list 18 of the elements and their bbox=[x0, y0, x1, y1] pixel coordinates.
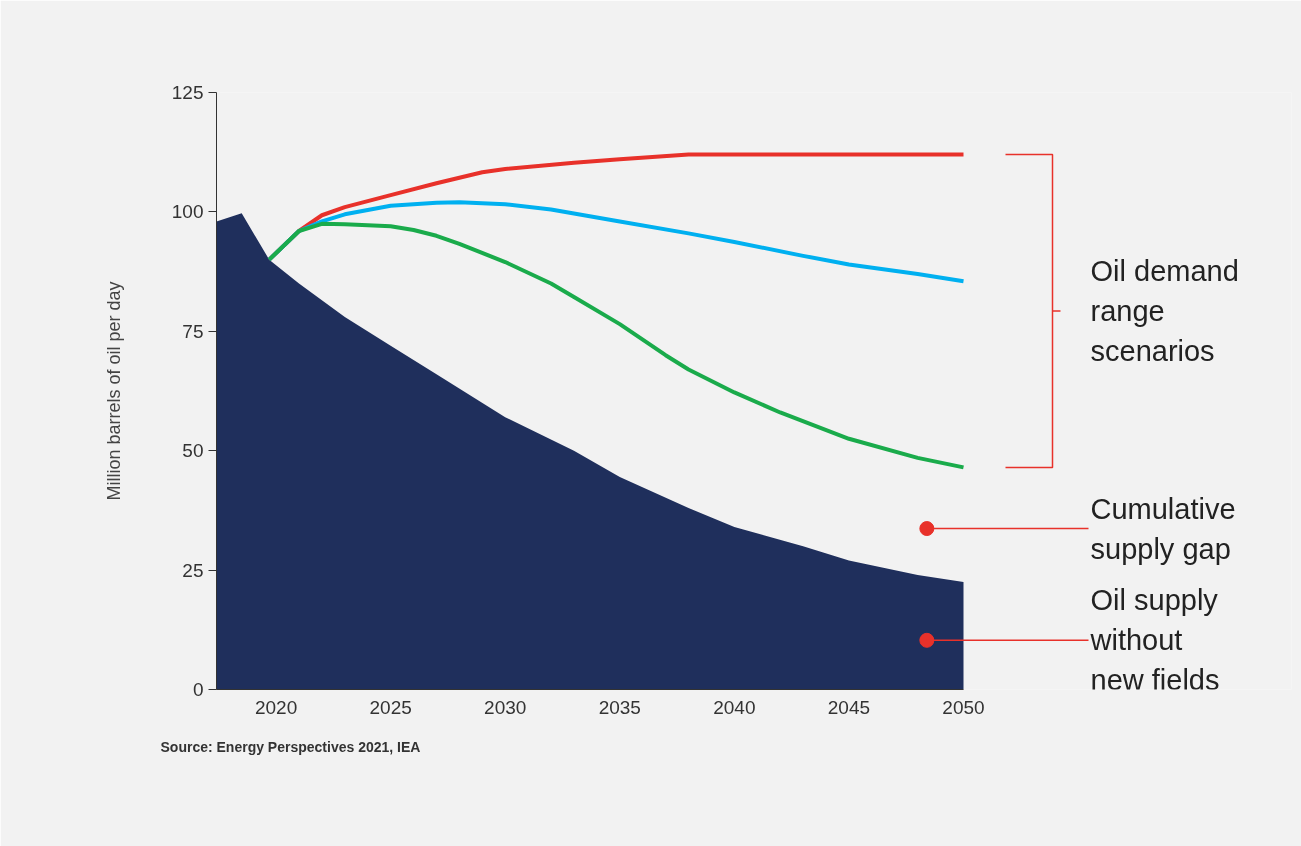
y-tick-label: 0 bbox=[192, 679, 204, 700]
x-tick-label: 2050 bbox=[942, 696, 985, 718]
text: Oil demand range scenarios bbox=[1090, 255, 1239, 367]
x-tick-label: 2030 bbox=[484, 696, 527, 718]
x-tick-label: 2020 bbox=[254, 696, 298, 718]
x-tick-label: 2040 bbox=[713, 696, 756, 718]
line-series bbox=[267, 221, 966, 470]
x-tick-label: 2025 bbox=[369, 696, 412, 718]
y-tick-label: 100 bbox=[171, 201, 204, 223]
y-tick-label: 50 bbox=[182, 440, 204, 462]
y-tick-label: 25 bbox=[182, 559, 204, 581]
source-note: Source: Energy Perspectives 2021, IEA bbox=[160, 738, 421, 755]
x-tick-label: 2045 bbox=[827, 696, 871, 718]
y-tick-label: 75 bbox=[182, 320, 204, 342]
y-axis-title: Million barrels of oil per day bbox=[103, 281, 124, 501]
y-tick-label: 125 bbox=[171, 82, 204, 103]
annotation: Cumulative supply gap bbox=[1090, 492, 1236, 565]
x-tick-label: 2035 bbox=[598, 696, 641, 718]
